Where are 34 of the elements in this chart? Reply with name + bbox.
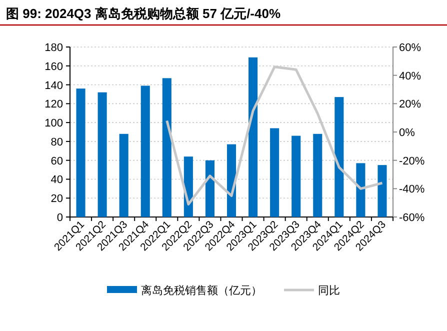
y2-tick-label: -60% <box>399 212 425 224</box>
bar <box>378 165 387 217</box>
bar <box>140 86 150 217</box>
y-tick-label: 140 <box>44 80 63 92</box>
bar <box>313 134 322 217</box>
bar <box>292 136 301 217</box>
y2-tick-label: 0% <box>399 127 416 139</box>
legend-label: 同比 <box>318 284 340 297</box>
y-tick-label: 80 <box>50 136 63 148</box>
y2-tick-label: 40% <box>399 70 422 82</box>
bar <box>162 78 172 217</box>
bar <box>248 57 258 217</box>
bar <box>76 88 86 217</box>
y-tick-label: 180 <box>44 42 63 54</box>
bar <box>356 163 366 217</box>
chart-title: 图 99: 2024Q3 离岛免税购物总额 57 亿元/-40% <box>6 6 281 21</box>
bar <box>270 128 280 217</box>
y2-tick-label: 20% <box>399 98 422 111</box>
y-tick-label: 120 <box>44 98 63 111</box>
y-tick-label: 100 <box>44 118 63 130</box>
y2-tick-label: 60% <box>399 42 422 54</box>
legend-label: 离岛免税销售额（亿元） <box>141 284 262 297</box>
y-tick-label: 0 <box>56 212 63 224</box>
y-tick-label: 160 <box>44 60 63 73</box>
y-tick-label: 40 <box>50 174 63 186</box>
bar <box>334 97 344 217</box>
bar <box>98 92 107 217</box>
bar <box>205 160 214 217</box>
bar <box>119 134 128 217</box>
y2-tick-label: -20% <box>399 155 425 168</box>
y-tick-label: 20 <box>50 193 63 206</box>
bar <box>226 144 236 217</box>
y-tick-label: 60 <box>50 155 63 168</box>
y2-tick-label: -40% <box>399 184 425 196</box>
